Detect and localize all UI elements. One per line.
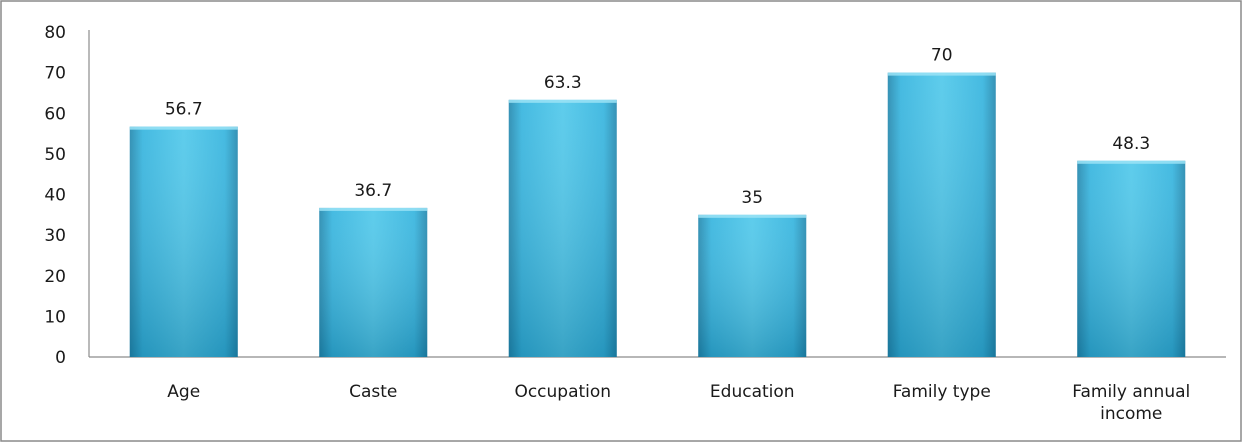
category-label: Occupation [514,382,611,402]
data-label: 56.7 [165,100,203,120]
y-tick-label: 10 [44,307,66,327]
bar-shade [1077,160,1186,357]
category-label: Family annual [1072,382,1190,402]
bar-top-highlight [129,126,238,130]
bar-shade [887,72,996,357]
bar [1077,160,1186,357]
bar-shade [319,207,428,357]
bar [319,207,428,357]
bars [129,72,1186,357]
category-labels: Age Caste Occupation Education Family type Fa… [167,382,1190,424]
y-tick-label: 40 [44,186,66,206]
data-label: 63.3 [544,73,582,93]
bar-top-highlight [1077,160,1186,164]
data-labels: 56.7 36.7 63.3 35 70 48.3 [165,46,1150,208]
y-tick-label: 20 [44,267,66,287]
y-tick-label: 70 [44,64,66,84]
bar-shade [508,99,617,357]
data-label: 35 [741,188,763,208]
bar-top-highlight [698,214,807,218]
bar-top-highlight [319,207,428,211]
y-tick-label: 30 [44,226,66,246]
y-tick-label: 50 [44,145,66,165]
bar [129,126,238,357]
bar-shade [698,214,807,357]
bar-top-highlight [508,99,617,103]
bar [887,72,996,357]
category-label: Family type [893,382,991,402]
category-label: Education [710,382,795,402]
bar-shade [129,126,238,357]
category-label: Caste [349,382,397,402]
bar [698,214,807,357]
category-label: Age [167,382,200,402]
y-tick-label: 60 [44,104,66,124]
y-tick-label: 80 [44,23,66,43]
y-axis: 0 10 20 30 40 50 60 70 80 [44,23,90,368]
data-label: 48.3 [1112,134,1150,154]
bar [508,99,617,357]
data-label: 36.7 [354,181,392,201]
y-tick-label: 0 [55,348,66,368]
data-label: 70 [931,46,953,66]
category-label: income [1100,404,1162,424]
bar-top-highlight [887,72,996,76]
